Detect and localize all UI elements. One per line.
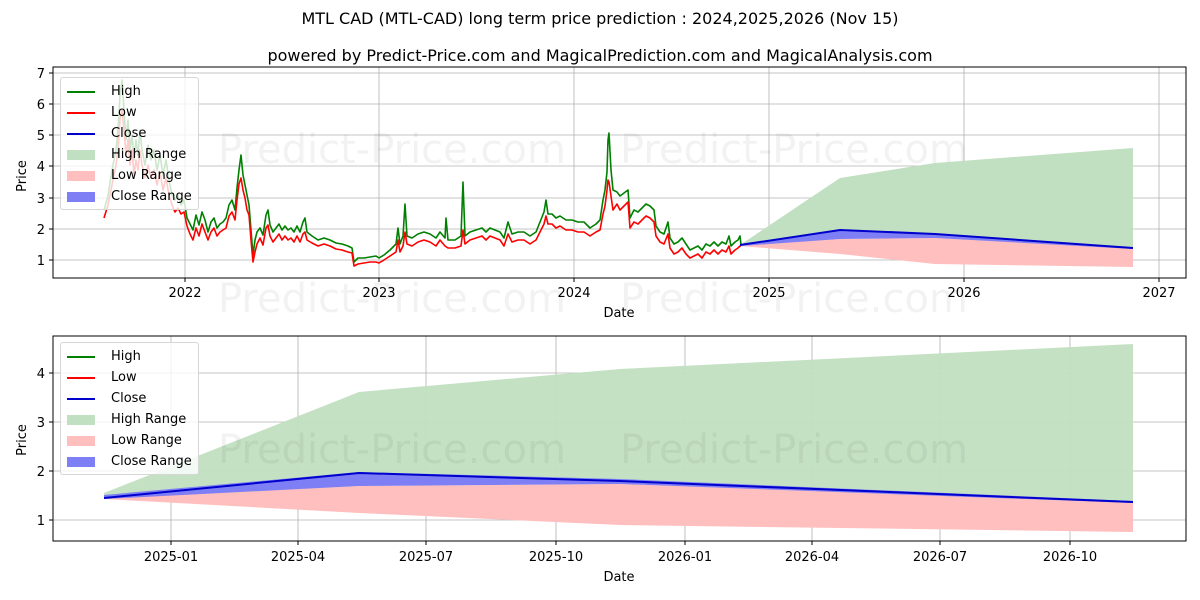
chart-subtitle: powered by Predict-Price.com and Magical… xyxy=(267,46,933,65)
legend-item-high-range: High Range xyxy=(67,144,192,165)
x-tick-label: 2027 xyxy=(1142,286,1175,301)
legend-item-close-range: Close Range xyxy=(67,186,192,207)
x-tick-label: 2025-10 xyxy=(529,550,583,565)
high-range-swatch xyxy=(67,149,95,160)
y-tick-label: 5 xyxy=(37,129,45,144)
bottom-x-ticks xyxy=(170,541,1071,545)
legend-item-close: Close xyxy=(67,123,192,144)
y-tick-label: 3 xyxy=(37,192,45,207)
x-tick-label: 2025-07 xyxy=(399,550,453,565)
y-axis-label: Price xyxy=(15,160,30,192)
y-tick-label: 1 xyxy=(37,514,45,529)
low-swatch xyxy=(67,376,95,379)
watermark: Predict-Price.com xyxy=(620,276,968,322)
x-tick-label: 2026-10 xyxy=(1043,550,1097,565)
legend-item-high-range: High Range xyxy=(67,409,192,430)
close-line xyxy=(103,471,1134,503)
close-range-swatch xyxy=(67,456,95,467)
legend-item-high: High xyxy=(67,81,192,102)
low-range-swatch xyxy=(67,170,95,181)
high-swatch xyxy=(67,90,95,93)
y-tick-label: 4 xyxy=(37,160,45,175)
legend-item-low: Low xyxy=(67,102,192,123)
close-line xyxy=(739,228,1134,249)
low-line xyxy=(103,109,741,267)
watermark: Predict-Price.com xyxy=(218,427,566,473)
chart-title: MTL CAD (MTL-CAD) long term price predic… xyxy=(301,9,899,28)
low-range-area xyxy=(740,238,1133,267)
high-range-swatch xyxy=(67,414,95,425)
legend-item-close: Close xyxy=(67,388,192,409)
y-tick-label: 6 xyxy=(37,98,45,113)
watermark: Predict-Price.com xyxy=(620,127,968,173)
watermark: Predict-Price.com xyxy=(218,127,566,173)
bottom-legend: High Low Close High Range Low Range Clos… xyxy=(60,342,199,475)
x-tick-label: 2026 xyxy=(947,286,980,301)
x-tick-label: 2025-04 xyxy=(271,550,325,565)
low-swatch xyxy=(67,111,95,114)
high-range-area xyxy=(740,148,1133,248)
high-swatch xyxy=(67,355,95,358)
y-tick-label: 1 xyxy=(37,254,45,269)
low-range-area xyxy=(104,484,1133,532)
y-tick-label: 3 xyxy=(37,416,45,431)
x-tick-label: 2023 xyxy=(362,286,395,301)
legend-item-low-range: Low Range xyxy=(67,430,192,451)
close-range-swatch xyxy=(67,191,95,202)
x-axis-label: Date xyxy=(603,306,634,321)
x-tick-label: 2026-04 xyxy=(785,550,839,565)
x-tick-label: 2022 xyxy=(168,286,201,301)
x-tick-label: 2024 xyxy=(557,286,590,301)
bottom-y-ticks xyxy=(49,372,53,521)
x-axis-label: Date xyxy=(603,570,634,585)
high-range-area xyxy=(104,344,1133,502)
low-range-swatch xyxy=(67,435,95,446)
y-tick-label: 2 xyxy=(37,465,45,480)
x-tick-label: 2025-01 xyxy=(144,550,198,565)
legend-item-high: High xyxy=(67,346,192,367)
top-legend: High Low Close High Range Low Range Clos… xyxy=(60,77,199,210)
close-range-area xyxy=(104,472,1133,503)
y-tick-label: 2 xyxy=(37,223,45,238)
close-range-area xyxy=(740,230,1133,249)
x-tick-label: 2026-01 xyxy=(658,550,712,565)
top-x-ticks xyxy=(184,278,1160,282)
top-plot-frame xyxy=(52,66,1187,279)
watermark: Predict-Price.com xyxy=(218,276,566,322)
legend-item-low: Low xyxy=(67,367,192,388)
y-axis-label: Price xyxy=(15,424,30,456)
x-tick-label: 2026-07 xyxy=(913,550,967,565)
legend-item-low-range: Low Range xyxy=(67,165,192,186)
y-tick-label: 7 xyxy=(37,67,45,82)
close-swatch xyxy=(67,132,95,135)
watermark: Predict-Price.com xyxy=(620,427,968,473)
top-y-ticks xyxy=(49,72,53,261)
x-tick-label: 2025 xyxy=(752,286,785,301)
bottom-plot-frame xyxy=(52,335,1187,542)
y-tick-label: 4 xyxy=(37,367,45,382)
legend-item-close-range: Close Range xyxy=(67,451,192,472)
close-swatch xyxy=(67,397,95,400)
